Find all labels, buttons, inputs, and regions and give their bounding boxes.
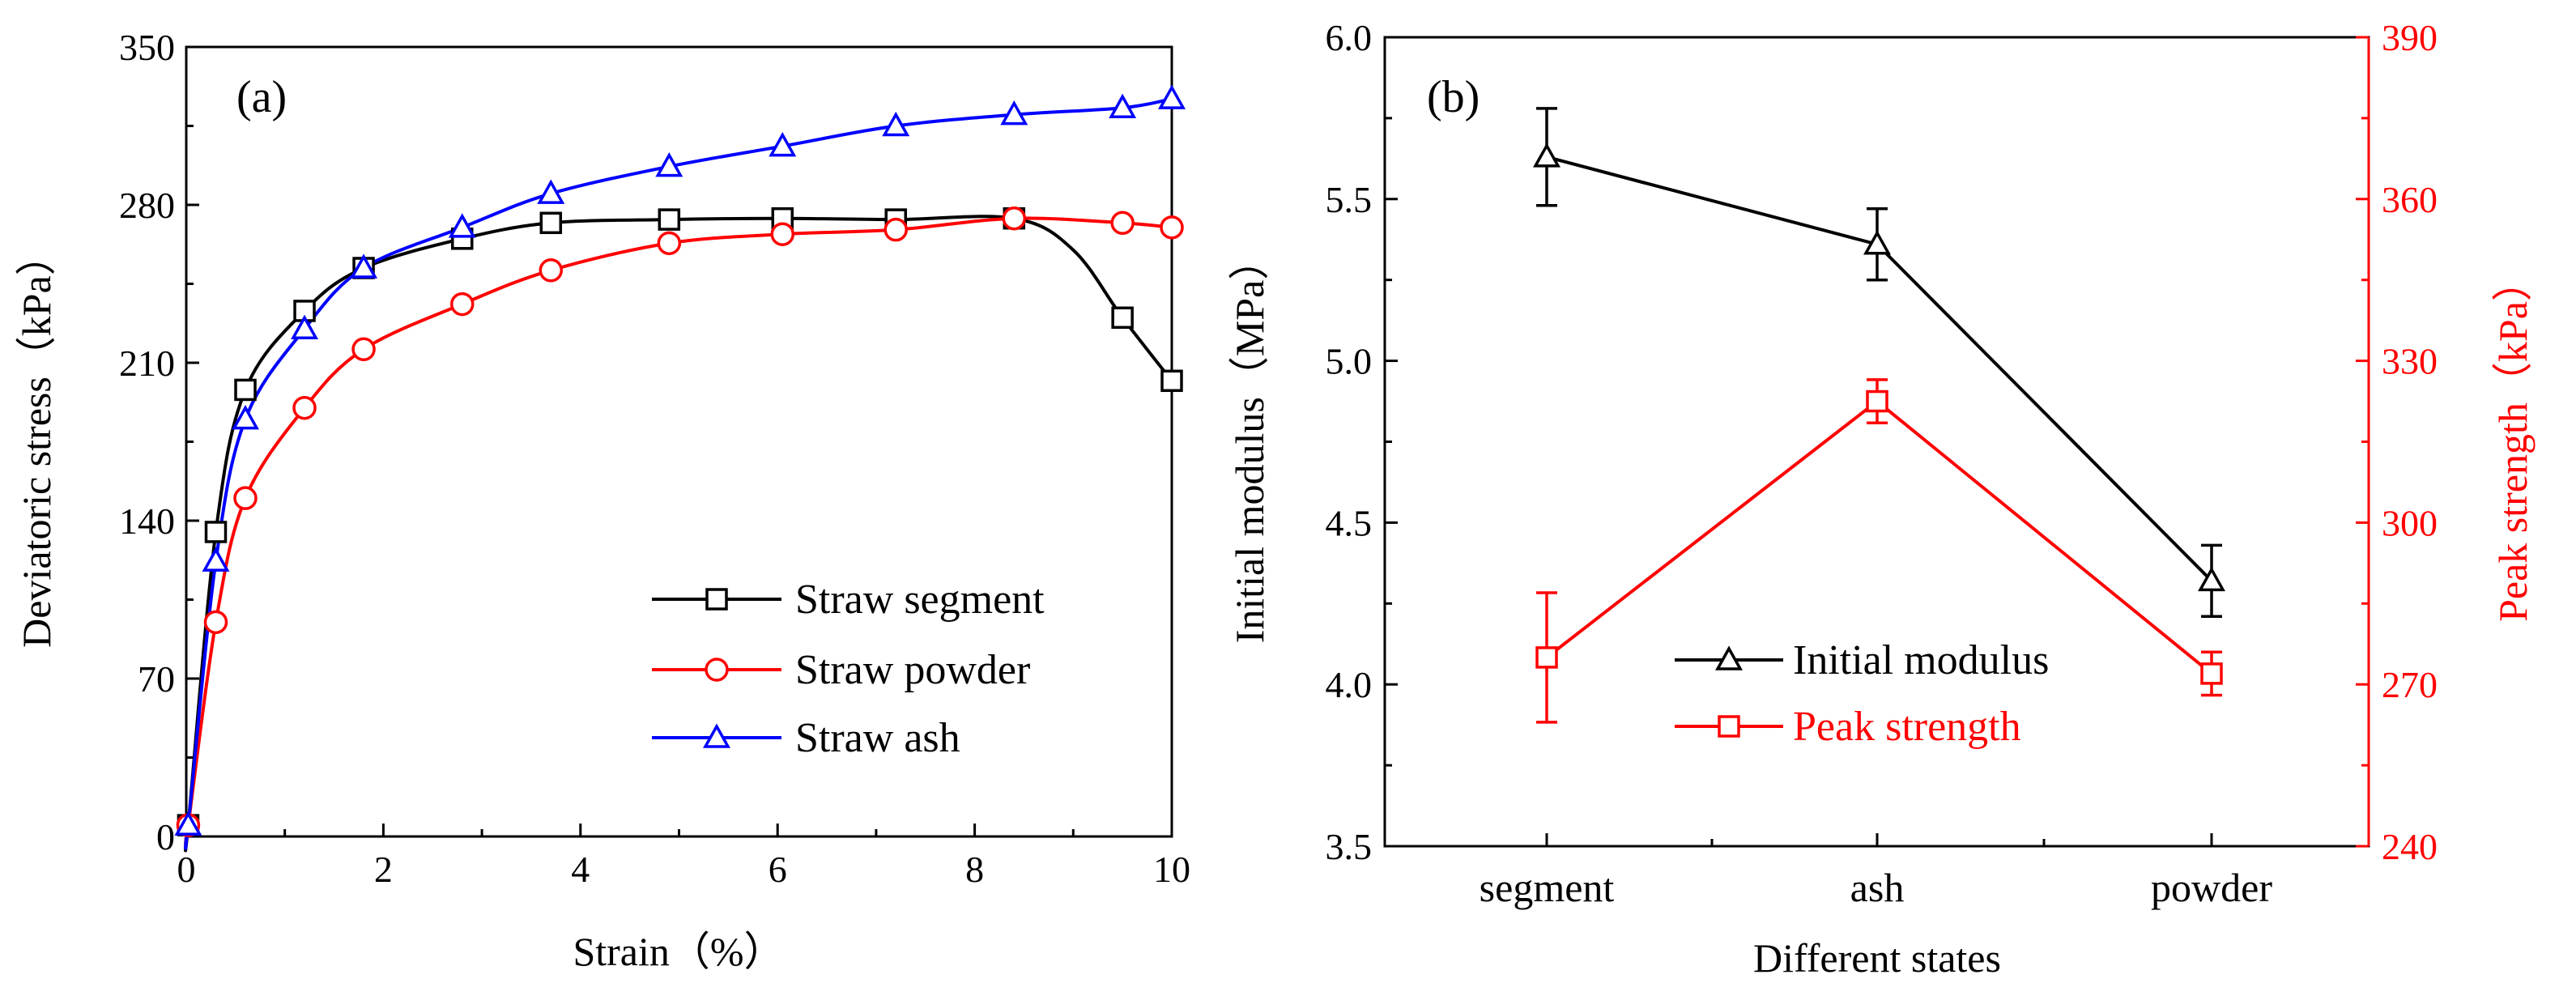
- data-point-straw-segment: [1111, 306, 1134, 330]
- series-line-initial-modulus: [1546, 155, 2213, 582]
- chart-b-series: [1533, 107, 2225, 724]
- chart-b-right-y-label: Peak strength（kPa）: [2490, 261, 2536, 622]
- y-tick-label: 5.0: [1326, 341, 1373, 382]
- chart-a-legend: Straw segment Straw powder Straw ash: [652, 577, 1045, 761]
- x-tick-label: 6: [769, 849, 787, 890]
- data-point-initial-modulus: [2198, 566, 2225, 592]
- legend-triangle-marker: [703, 723, 730, 748]
- data-point-straw-ash: [448, 213, 476, 238]
- data-point-straw-ash: [655, 152, 683, 177]
- y-tick-label: 4.0: [1326, 664, 1373, 705]
- y-tick-label: 4.5: [1326, 502, 1373, 543]
- chart-a-x-label: Strain（%）: [573, 929, 784, 974]
- legend-label-initial-modulus: Initial modulus: [1793, 637, 2049, 683]
- data-point-peak-strength: [1866, 389, 1888, 413]
- chart-a-panel-label: (a): [236, 72, 287, 122]
- y-tick-label: 3.5: [1326, 826, 1373, 867]
- right-y-tick-label: 360: [2382, 179, 2438, 220]
- right-y-tick-label: 270: [2382, 664, 2438, 705]
- chart-b-legend: Initial modulus Peak strength: [1675, 637, 2049, 750]
- data-point-straw-segment: [539, 211, 563, 235]
- right-y-tick-label: 330: [2382, 341, 2438, 382]
- legend-square-marker: [705, 588, 728, 611]
- data-point-straw-powder: [1160, 215, 1184, 240]
- legend-circle-marker: [705, 658, 729, 682]
- data-point-straw-segment: [658, 208, 681, 231]
- x-tick-label: 4: [571, 849, 590, 890]
- chart-a-series: [174, 84, 1186, 853]
- series-line-straw-ash: [184, 97, 1173, 850]
- legend-label-straw-ash: Straw ash: [795, 715, 960, 761]
- series-line-straw-segment: [184, 215, 1173, 853]
- chart-a-y-ticks: 0 70 140 210 280 350: [119, 27, 199, 858]
- y-tick-label: 140: [119, 500, 175, 542]
- chart-b-right-y-ticks: 240 270 300 330 360 390: [2356, 17, 2438, 867]
- data-point-straw-powder: [770, 222, 795, 246]
- data-point-straw-powder: [539, 258, 564, 283]
- chart-b-y-label: Initial modulus（MPa）: [1227, 240, 1272, 644]
- x-tick-label: 8: [965, 849, 984, 890]
- data-point-straw-ash: [174, 811, 202, 836]
- y-tick-label: 350: [119, 27, 175, 68]
- chart-a-y-label: Deviatoric stress（kPa）: [14, 235, 59, 648]
- chart-b: segment ash powder 3.54.04.55.05.56.0 2402…: [1227, 17, 2536, 981]
- data-point-straw-segment: [1160, 369, 1183, 393]
- legend-label-peak-strength: Peak strength: [1793, 704, 2021, 750]
- y-tick-label: 210: [119, 343, 175, 384]
- data-point-straw-powder: [1110, 211, 1135, 236]
- data-point-straw-segment: [204, 521, 228, 543]
- series-line-straw-powder: [184, 216, 1173, 846]
- data-point-peak-strength: [2200, 662, 2223, 685]
- legend-label-straw-powder: Straw powder: [795, 647, 1030, 693]
- chart-b-panel-label: (b): [1427, 72, 1480, 122]
- data-point-straw-segment: [234, 378, 257, 402]
- data-point-straw-ash: [1158, 84, 1186, 109]
- data-point-straw-powder: [657, 231, 682, 256]
- data-point-initial-modulus: [1533, 143, 1561, 168]
- y-tick-label: 6.0: [1326, 17, 1373, 58]
- chart-a: 0 2 4 6 8 10 0 70 140 210 280 350 (a) Strain（%） De…: [14, 27, 1190, 974]
- data-point-straw-ash: [537, 179, 565, 204]
- data-point-peak-strength: [1535, 646, 1558, 669]
- legend-label-straw-segment: Straw segment: [795, 577, 1045, 623]
- right-y-tick-label: 300: [2382, 502, 2438, 543]
- data-point-straw-ash: [202, 547, 230, 572]
- data-point-straw-powder: [203, 610, 228, 635]
- y-tick-label: 5.5: [1326, 179, 1373, 220]
- y-tick-label: 0: [156, 816, 175, 858]
- data-point-straw-powder: [351, 337, 376, 362]
- data-point-straw-ash: [350, 253, 378, 279]
- data-point-straw-powder: [884, 217, 908, 242]
- data-point-initial-modulus: [1863, 230, 1891, 255]
- data-point-straw-ash: [882, 111, 910, 137]
- data-point-straw-ash: [1000, 100, 1028, 126]
- chart-b-y-ticks: 3.5 4.0 4.5 5.0 5.5 6.0: [1326, 17, 1398, 867]
- x-tick-label: 2: [374, 849, 393, 890]
- data-point-straw-ash: [291, 314, 319, 339]
- right-y-tick-label: 390: [2382, 17, 2438, 58]
- x-tick-label: 0: [177, 849, 196, 890]
- data-point-straw-ash: [769, 131, 797, 157]
- data-point-straw-powder: [292, 395, 317, 420]
- data-point-straw-powder: [1002, 206, 1027, 231]
- category-label-ash: ash: [1850, 865, 1905, 910]
- legend-square-marker: [1718, 715, 1740, 738]
- right-y-tick-label: 240: [2382, 826, 2438, 867]
- data-point-straw-ash: [232, 405, 260, 430]
- category-label-segment: segment: [1480, 865, 1615, 910]
- chart-b-x-label: Different states: [1753, 935, 2001, 981]
- data-point-straw-ash: [1109, 93, 1137, 118]
- y-tick-label: 70: [138, 658, 175, 700]
- data-point-straw-powder: [450, 292, 475, 317]
- data-point-straw-powder: [233, 486, 258, 510]
- category-label-powder: powder: [2151, 865, 2272, 910]
- x-tick-label: 10: [1153, 849, 1190, 890]
- chart-a-x-ticks: 0 2 4 6 8 10: [177, 824, 1190, 890]
- chart-b-x-ticks: segment ash powder: [1480, 833, 2272, 910]
- series-line-peak-strength: [1545, 398, 2213, 675]
- y-tick-label: 280: [119, 185, 175, 226]
- legend-triangle-marker: [1715, 645, 1743, 670]
